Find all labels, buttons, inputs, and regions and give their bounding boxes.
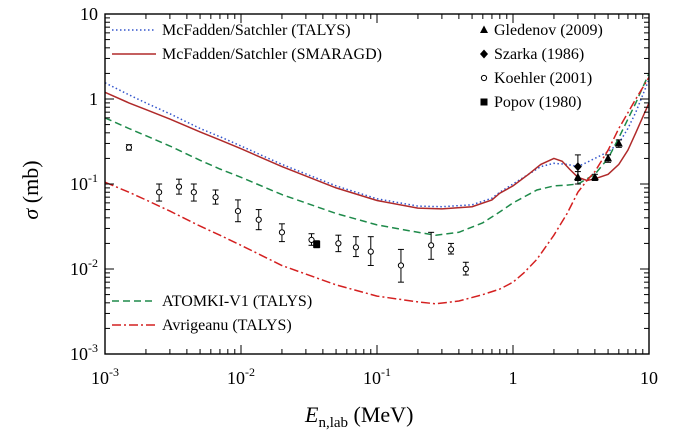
data-point-gledenov-2009: [614, 138, 623, 147]
x-tick-label: 10-2: [227, 365, 255, 388]
y-axis-title-main: σ: [18, 208, 43, 220]
series-line-avrigeanu-talys: [105, 76, 649, 305]
legend: McFadden/Satchler (TALYS) McFadden/Satchl…: [112, 22, 603, 334]
data-point-koehler-2001: [278, 229, 286, 236]
data-point-koehler-2001: [190, 189, 197, 196]
legend-label-szarka-1986: Szarka (1986): [494, 46, 584, 63]
y-tick-label: 10-1: [70, 171, 98, 194]
x-axis-title-unit: (MeV): [348, 402, 413, 427]
y-tick-label-exponent: -2: [88, 256, 98, 270]
x-tick-label: 10: [640, 368, 658, 388]
y-tick-label-exponent: -1: [88, 171, 98, 185]
data-point-koehler-2001: [255, 216, 262, 223]
data-point-gledenov-2009: [604, 153, 613, 162]
data-point-koehler-2001: [352, 244, 360, 251]
y-tick-label: 10: [80, 4, 98, 24]
legend-label-koehler-2001: Koehler (2001): [494, 70, 592, 87]
x-tick-label-exponent: -1: [381, 365, 391, 379]
series-line-mcfadden-satchler-smaragd: [105, 91, 649, 210]
data-point-koehler-2001: [447, 246, 455, 253]
series-line-atomki-v1-talys: [105, 73, 649, 236]
legend-marker-koehler-2001: [480, 74, 488, 82]
x-axis-title: En,lab (MeV): [304, 402, 413, 431]
data-points-layer: [125, 138, 623, 283]
ticks-layer: [104, 14, 649, 355]
x-tick-label: 10-1: [363, 365, 391, 388]
data-point-koehler-2001: [125, 144, 133, 151]
legend-label-mcfadden-satchler-smaragd: McFadden/Satchler (SMARAGD): [162, 46, 382, 63]
x-tick-label-base: 10: [91, 368, 109, 388]
data-point-koehler-2001: [212, 194, 219, 201]
data-point-szarka-1986: [573, 162, 582, 172]
y-tick-label: 10-2: [70, 256, 98, 279]
x-tick-label: 10-3: [91, 365, 119, 388]
x-tick-label-base: 10: [363, 368, 381, 388]
y-axis-title: σ (mb): [18, 160, 43, 219]
series-line-mcfadden-satchler-talys: [105, 79, 649, 208]
data-point-koehler-2001: [462, 265, 469, 273]
legend-marker-gledenov-2009: [480, 25, 488, 33]
series-layer: [105, 73, 649, 305]
x-tick-label-exponent: -3: [109, 365, 119, 379]
y-tick-label-base: 10: [70, 259, 88, 279]
x-tick-label-base: 10: [227, 368, 245, 388]
x-axis-title-main: E: [304, 402, 319, 427]
y-tick-label-base: 10: [70, 174, 88, 194]
legend-label-popov-1980: Popov (1980): [494, 94, 582, 111]
x-tick-label-exponent: -2: [245, 365, 255, 379]
y-axis-title-unit: (mb): [18, 160, 43, 208]
legend-label-atomki-v1-talys: ATOMKI-V1 (TALYS): [162, 293, 312, 310]
data-point-koehler-2001: [234, 207, 242, 215]
data-point-koehler-2001: [397, 262, 405, 269]
legend-marker-popov-1980: [480, 98, 488, 106]
data-point-koehler-2001: [335, 240, 342, 247]
legend-label-mcfadden-satchler-talys: McFadden/Satchler (TALYS): [162, 22, 351, 39]
data-point-koehler-2001: [156, 189, 163, 196]
data-point-koehler-2001: [308, 236, 315, 243]
data-point-popov-1980: [313, 240, 321, 248]
data-point-koehler-2001: [428, 242, 435, 249]
data-point-koehler-2001: [175, 183, 183, 190]
legend-label-avrigeanu-talys: Avrigeanu (TALYS): [162, 317, 292, 334]
x-tick-label: 1: [509, 368, 518, 388]
y-tick-label: 10-3: [70, 341, 98, 364]
y-tick-label-exponent: -3: [88, 341, 98, 355]
data-point-gledenov-2009: [590, 172, 599, 181]
data-point-koehler-2001: [367, 248, 374, 255]
x-axis-title-sub: n,lab: [318, 415, 348, 431]
y-tick-label-base: 10: [70, 344, 88, 364]
legend-marker-szarka-1986: [480, 49, 488, 59]
y-tick-label: 1: [89, 89, 98, 109]
legend-label-gledenov-2009: Gledenov (2009): [494, 22, 603, 39]
